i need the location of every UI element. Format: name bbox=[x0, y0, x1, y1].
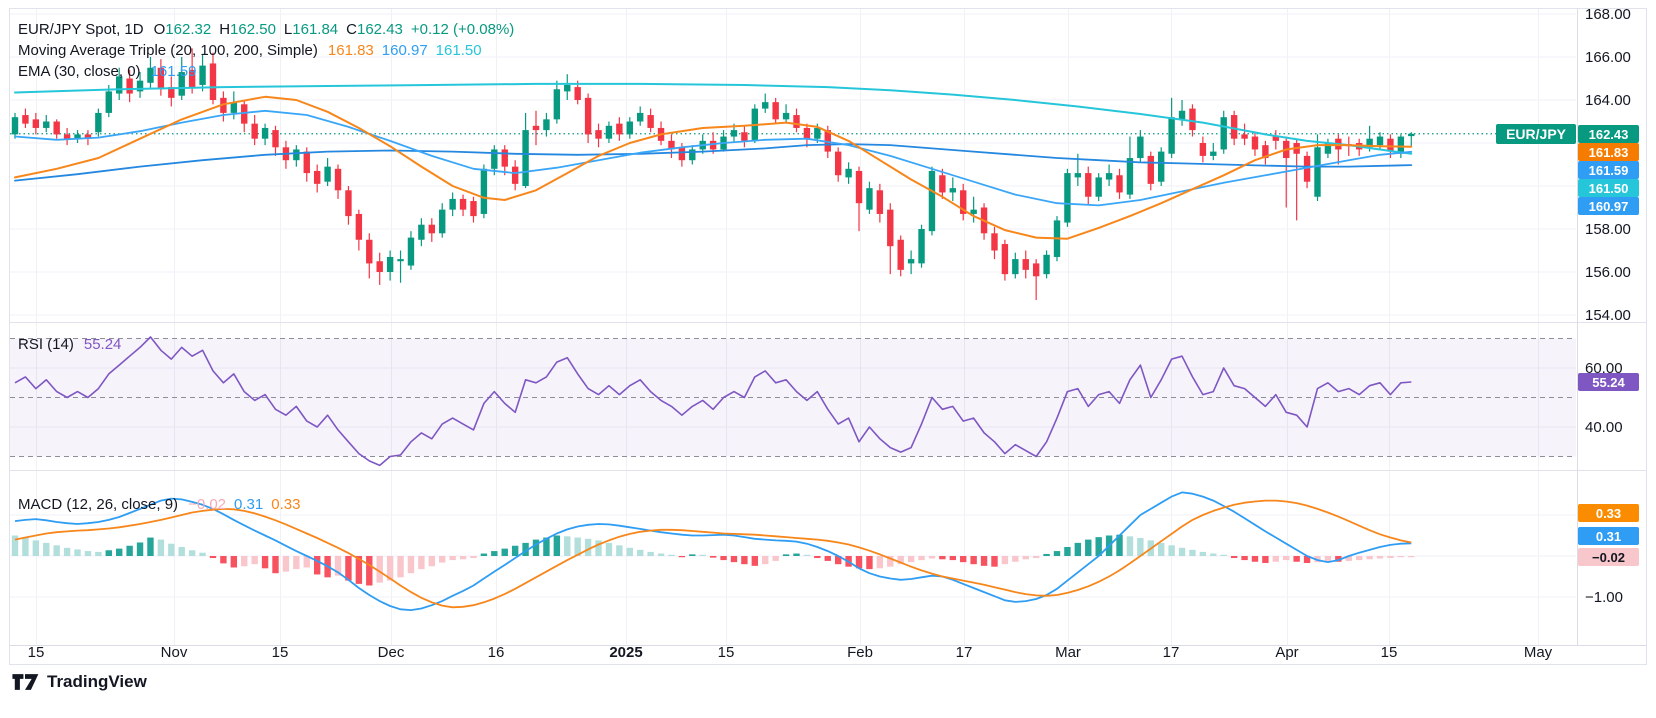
symbol-price-label: EUR/JPY bbox=[1496, 124, 1576, 144]
rsi-axis-badge: 55.24 bbox=[1578, 373, 1639, 391]
ema-row[interactable]: EMA (30, close, 0) 161.59 bbox=[18, 63, 196, 80]
time-axis-label[interactable]: Nov bbox=[160, 644, 188, 661]
time-axis-label[interactable]: 16 bbox=[487, 644, 505, 661]
price-axis-badge: 161.59 bbox=[1578, 161, 1639, 179]
sma200-value: 161.50 bbox=[435, 42, 482, 59]
macd-axis-badge: −0.02 bbox=[1578, 548, 1639, 566]
low-value: 161.84 bbox=[292, 21, 339, 38]
symbol-info-row[interactable]: EUR/JPY Spot, 1D O162.32 H162.50 L161.84 C16… bbox=[18, 21, 514, 38]
tradingview-logo-icon bbox=[12, 674, 39, 690]
low-label: L bbox=[283, 21, 293, 38]
sma20-value: 161.83 bbox=[327, 42, 374, 59]
rsi-header-row[interactable]: RSI (14) 55.24 bbox=[18, 336, 121, 353]
macd-line-value: 0.31 bbox=[234, 496, 264, 513]
open-label: O bbox=[153, 21, 166, 38]
time-axis-label[interactable]: 15 bbox=[271, 644, 289, 661]
price-axis-label[interactable]: 154.00 bbox=[1585, 307, 1631, 324]
rsi-axis-label[interactable]: 40.00 bbox=[1585, 419, 1623, 436]
price-axis-label[interactable]: 158.00 bbox=[1585, 221, 1631, 238]
high-label: H bbox=[219, 21, 231, 38]
macd-axis-label[interactable]: −1.00 bbox=[1585, 589, 1623, 606]
time-axis-label[interactable]: Dec bbox=[377, 644, 405, 661]
price-axis-label[interactable]: 168.00 bbox=[1585, 6, 1631, 23]
rsi-axis-label[interactable]: 60.00 bbox=[1585, 360, 1623, 377]
change-value: +0.12 (+0.08%) bbox=[410, 21, 515, 38]
price-axis-label[interactable]: 164.00 bbox=[1585, 92, 1631, 109]
time-axis-label[interactable]: 15 bbox=[27, 644, 45, 661]
open-value: 162.32 bbox=[165, 21, 212, 38]
time-axis-label[interactable]: 17 bbox=[1162, 644, 1180, 661]
tradingview-logo[interactable]: TradingView bbox=[10, 671, 147, 693]
price-axis-label[interactable]: 156.00 bbox=[1585, 264, 1631, 281]
price-axis-badge: 161.50 bbox=[1578, 179, 1639, 197]
price-axis-badge: 161.83 bbox=[1578, 143, 1639, 161]
macd-label: MACD (12, 26, close, 9) bbox=[18, 496, 179, 513]
time-axis-label[interactable]: 15 bbox=[717, 644, 735, 661]
time-axis-label[interactable]: 2025 bbox=[609, 644, 643, 661]
high-value: 162.50 bbox=[230, 21, 276, 38]
tradingview-logo-text: TradingView bbox=[47, 672, 147, 691]
time-axis-label[interactable]: Mar bbox=[1055, 644, 1081, 661]
ma-triple-row[interactable]: Moving Average Triple (20, 100, 200, Sim… bbox=[18, 42, 490, 59]
close-value: 162.43 bbox=[357, 21, 403, 38]
rsi-label: RSI (14) bbox=[18, 336, 74, 353]
price-axis-label[interactable]: 166.00 bbox=[1585, 49, 1631, 66]
ma-triple-label: Moving Average Triple (20, 100, 200, Sim… bbox=[18, 42, 318, 59]
price-axis-badge: 160.97 bbox=[1578, 197, 1639, 215]
macd-axis-badge: 0.31 bbox=[1578, 527, 1639, 545]
symbol-title: EUR/JPY Spot, 1D bbox=[18, 21, 144, 38]
time-axis-label[interactable]: May bbox=[1523, 644, 1553, 661]
close-label: C bbox=[346, 21, 357, 38]
rsi-value: 55.24 bbox=[83, 336, 122, 353]
time-axis-label[interactable]: Feb bbox=[847, 644, 873, 661]
macd-signal-value: 0.33 bbox=[271, 496, 301, 513]
macd-axis-badge: 0.33 bbox=[1578, 504, 1639, 522]
price-axis-badge: 162.43 bbox=[1578, 125, 1639, 143]
time-axis-label[interactable]: Apr bbox=[1275, 644, 1299, 661]
macd-hist-value: −0.02 bbox=[188, 496, 227, 513]
time-axis-label[interactable]: 17 bbox=[955, 644, 973, 661]
macd-header-row[interactable]: MACD (12, 26, close, 9) −0.02 0.31 0.33 bbox=[18, 496, 300, 513]
ema-value: 161.59 bbox=[150, 63, 197, 80]
ema-label: EMA (30, close, 0) bbox=[18, 63, 141, 80]
time-axis-label[interactable]: 15 bbox=[1380, 644, 1398, 661]
sma100-value: 160.97 bbox=[381, 42, 428, 59]
